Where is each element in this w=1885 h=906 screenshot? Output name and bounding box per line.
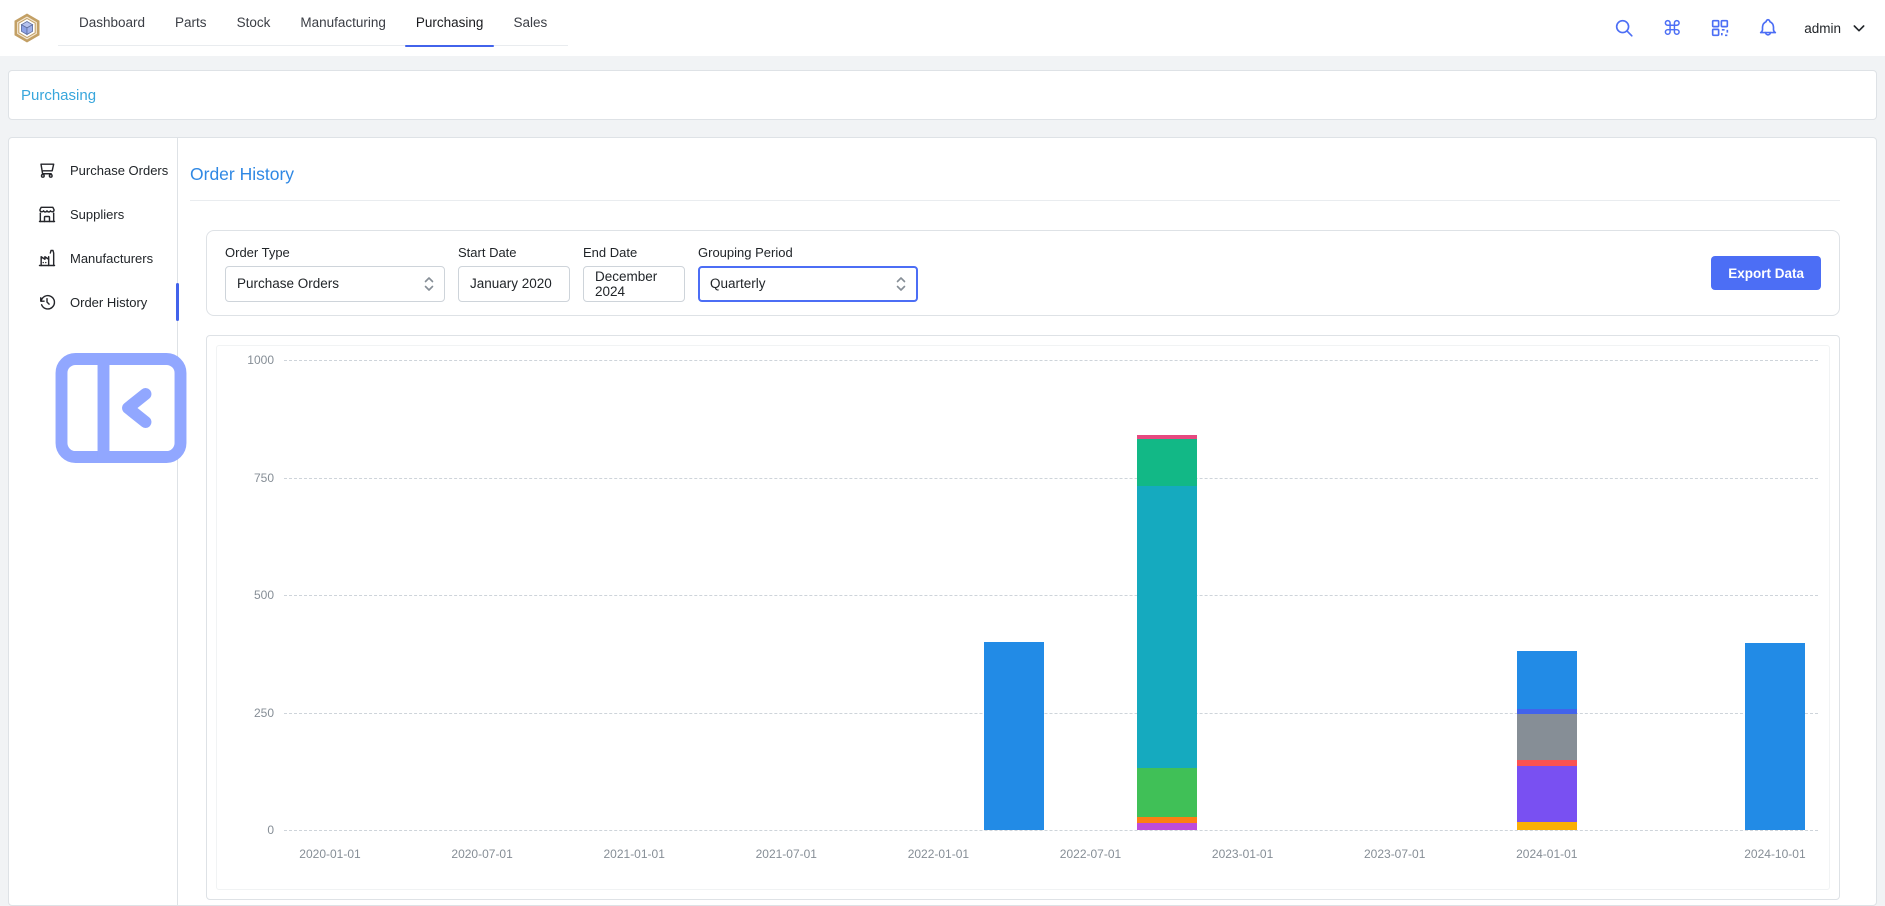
start-date-value: January 2020: [470, 276, 552, 291]
stacked-bar-2022-04-01[interactable]: [984, 642, 1045, 830]
command-icon[interactable]: ⌘: [1662, 16, 1683, 40]
main-nav-tabs: Dashboard Parts Stock Manufacturing Purchasi…: [58, 0, 569, 47]
bar-segment[interactable]: [1136, 485, 1197, 768]
sidebar-item-suppliers[interactable]: Suppliers: [9, 192, 177, 236]
sidebar-item-purchase-orders[interactable]: Purchase Orders: [9, 148, 177, 192]
sidebar-item-label: Purchase Orders: [70, 162, 169, 178]
start-date-input[interactable]: January 2020: [458, 265, 570, 302]
tab-purchasing[interactable]: Purchasing: [401, 0, 499, 47]
x-axis-tick-label: 2021-07-01: [755, 847, 817, 861]
select-chevrons-icon: [424, 276, 434, 291]
tab-manufacturing[interactable]: Manufacturing: [300, 15, 386, 30]
x-axis-tick-label: 2022-07-01: [1059, 847, 1122, 861]
tab-dashboard[interactable]: Dashboard: [79, 15, 146, 30]
content-area: Order History Order Type Purchase Orders…: [178, 138, 1876, 905]
bar-segment[interactable]: [1136, 823, 1197, 830]
sidebar-item-label: Manufacturers: [70, 250, 154, 266]
main-panel: Purchase Orders Suppliers Manufacturers Ord…: [8, 137, 1877, 906]
y-gridline: [284, 595, 1818, 596]
breadcrumb[interactable]: Purchasing: [21, 86, 97, 104]
end-date-label: End Date: [583, 244, 638, 260]
y-gridline: [284, 477, 1818, 479]
tab-stock[interactable]: Stock: [236, 15, 271, 30]
x-axis-tick-label: 2024-10-01: [1744, 847, 1806, 861]
navbar-actions: ⌘ admin: [1612, 16, 1867, 40]
user-menu[interactable]: admin: [1804, 20, 1867, 36]
qr-code-icon[interactable]: [1708, 16, 1732, 40]
x-axis-tick-label: 2023-07-01: [1363, 847, 1426, 861]
search-icon[interactable]: [1612, 16, 1636, 40]
shopping-cart-icon: [37, 160, 57, 180]
bar-segment[interactable]: [1516, 650, 1577, 710]
y-axis-tick-label: 1000: [247, 353, 274, 367]
page-title: Order History: [190, 164, 295, 184]
tab-parts[interactable]: Parts: [175, 15, 207, 30]
order-type-select[interactable]: Purchase Orders: [225, 265, 445, 302]
bar-segment[interactable]: [1516, 766, 1577, 822]
grouping-period-select[interactable]: Quarterly: [698, 265, 918, 302]
order-type-value: Purchase Orders: [237, 276, 340, 291]
bar-segment[interactable]: [1516, 714, 1577, 760]
x-axis-tick-label: 2022-01-01: [907, 847, 970, 861]
end-date-input[interactable]: December 2024: [583, 265, 685, 302]
breadcrumb-panel: Purchasing: [8, 70, 1877, 120]
x-axis-tick-label: 2023-01-01: [1211, 847, 1274, 861]
y-axis-tick-label: 0: [267, 823, 274, 837]
grouping-period-label: Grouping Period: [698, 244, 793, 260]
sidebar-item-label: Suppliers: [70, 206, 125, 222]
bar-segment[interactable]: [1136, 438, 1197, 486]
sidebar: Purchase Orders Suppliers Manufacturers Ord…: [9, 138, 187, 905]
y-gridline: [284, 360, 1818, 361]
tab-sales[interactable]: Sales: [513, 15, 548, 30]
x-axis-tick-label: 2024-01-01: [1516, 847, 1578, 861]
top-navbar: Dashboard Parts Stock Manufacturing Purchasi…: [0, 0, 1885, 56]
stacked-bar-2024-01-01[interactable]: [1516, 650, 1577, 830]
bar-segment[interactable]: [1516, 821, 1577, 830]
factory-icon: [37, 248, 57, 268]
y-axis-tick-label: 750: [253, 470, 274, 485]
stacked-bar-2024-10-01[interactable]: [1744, 642, 1805, 830]
y-axis-tick-label: 500: [253, 588, 274, 602]
x-axis-tick-label: 2021-01-01: [603, 847, 665, 861]
start-date-field: Start Date January 2020: [458, 245, 570, 302]
y-gridline: [284, 712, 1818, 714]
bar-segment[interactable]: [1744, 642, 1805, 830]
order-type-label: Order Type: [225, 244, 290, 260]
y-axis-tick-label: 250: [253, 705, 274, 720]
app-logo-icon[interactable]: [12, 13, 42, 43]
stacked-bar-2022-10-01[interactable]: [1136, 434, 1197, 830]
bar-segment[interactable]: [1516, 759, 1577, 767]
building-store-icon: [37, 204, 57, 224]
bar-segment[interactable]: [984, 642, 1045, 830]
grouping-period-field: Grouping Period Quarterly: [698, 245, 918, 302]
filter-card: Order Type Purchase Orders Start Date Ja…: [206, 230, 1840, 316]
start-date-label: Start Date: [458, 244, 517, 260]
export-data-button[interactable]: Export Data: [1711, 256, 1821, 290]
chevron-down-icon: [1853, 25, 1865, 32]
sidebar-item-label: Order History: [70, 294, 148, 310]
sidebar-collapse-icon[interactable]: [37, 353, 205, 496]
order-history-chart: 0 250 500 750 1000 2020-01-01 2020-07-01 2021-0…: [206, 335, 1840, 900]
sidebar-item-manufacturers[interactable]: Manufacturers: [9, 236, 177, 280]
end-date-value: December 2024: [595, 268, 658, 299]
bar-segment[interactable]: [1136, 434, 1197, 439]
select-chevrons-icon: [896, 276, 906, 291]
bell-icon[interactable]: [1756, 16, 1780, 40]
x-axis-tick-label: 2020-01-01: [299, 847, 361, 861]
grouping-period-value: Quarterly: [710, 276, 766, 291]
order-type-field: Order Type Purchase Orders: [225, 245, 445, 302]
username-label: admin: [1804, 20, 1841, 36]
bar-segment[interactable]: [1136, 767, 1197, 818]
x-axis-tick-label: 2020-07-01: [451, 847, 513, 861]
sidebar-item-order-history[interactable]: Order History: [9, 280, 179, 324]
bar-segment[interactable]: [1516, 709, 1577, 715]
y-gridline: [284, 830, 1818, 831]
history-clock-icon: [37, 292, 57, 312]
chart-plot: 0 250 500 750 1000 2020-01-01 2020-07-01 2021-0…: [247, 354, 1818, 861]
bar-segment[interactable]: [1136, 817, 1197, 824]
chart-frame: [216, 345, 1830, 890]
title-divider: [190, 200, 1840, 201]
end-date-field: End Date December 2024: [583, 245, 685, 302]
filter-fields: Order Type Purchase Orders Start Date Ja…: [225, 245, 918, 302]
